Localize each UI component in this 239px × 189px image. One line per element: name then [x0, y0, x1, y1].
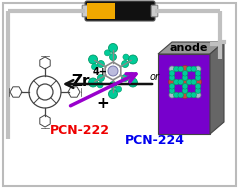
- Polygon shape: [210, 42, 224, 134]
- Circle shape: [109, 81, 116, 88]
- Text: 4+: 4+: [93, 67, 108, 77]
- Circle shape: [169, 88, 175, 94]
- Circle shape: [191, 92, 196, 98]
- Circle shape: [97, 82, 103, 88]
- FancyBboxPatch shape: [85, 1, 155, 21]
- Circle shape: [108, 66, 118, 76]
- Circle shape: [128, 78, 137, 87]
- Circle shape: [109, 53, 116, 60]
- Text: Zr: Zr: [71, 74, 90, 88]
- Circle shape: [129, 72, 135, 78]
- Circle shape: [181, 78, 189, 85]
- Circle shape: [169, 84, 175, 89]
- Circle shape: [169, 66, 175, 72]
- Circle shape: [97, 60, 104, 67]
- Circle shape: [89, 78, 98, 87]
- Circle shape: [178, 92, 184, 98]
- Circle shape: [128, 55, 137, 64]
- Circle shape: [169, 75, 175, 81]
- Circle shape: [97, 74, 104, 81]
- Circle shape: [195, 92, 201, 98]
- Circle shape: [169, 92, 175, 98]
- Circle shape: [186, 92, 192, 98]
- Circle shape: [195, 66, 201, 72]
- FancyBboxPatch shape: [151, 5, 158, 17]
- Circle shape: [123, 54, 129, 60]
- Circle shape: [195, 88, 201, 94]
- Circle shape: [178, 66, 184, 72]
- Circle shape: [178, 79, 184, 85]
- Text: anode: anode: [169, 43, 207, 53]
- Circle shape: [186, 66, 192, 72]
- Circle shape: [104, 50, 110, 56]
- Bar: [158, 54, 210, 134]
- Circle shape: [122, 60, 129, 67]
- Circle shape: [195, 84, 201, 89]
- Circle shape: [186, 79, 192, 85]
- Circle shape: [92, 64, 98, 70]
- Circle shape: [122, 74, 129, 81]
- Circle shape: [174, 92, 179, 98]
- Circle shape: [181, 66, 189, 73]
- Text: +: +: [97, 95, 109, 111]
- Circle shape: [174, 66, 179, 72]
- Circle shape: [89, 55, 98, 64]
- Text: PCN-222: PCN-222: [50, 125, 110, 138]
- Polygon shape: [158, 42, 224, 54]
- Circle shape: [168, 78, 175, 85]
- Circle shape: [191, 79, 196, 85]
- FancyBboxPatch shape: [87, 3, 115, 19]
- Circle shape: [109, 43, 118, 53]
- Circle shape: [195, 70, 201, 76]
- Circle shape: [195, 75, 201, 81]
- Circle shape: [169, 70, 175, 76]
- Circle shape: [116, 86, 122, 92]
- Circle shape: [182, 84, 188, 89]
- Circle shape: [174, 79, 179, 85]
- Circle shape: [195, 78, 201, 85]
- Text: or: or: [150, 72, 160, 82]
- Circle shape: [191, 66, 196, 72]
- Circle shape: [182, 70, 188, 76]
- Circle shape: [181, 91, 189, 98]
- Circle shape: [182, 75, 188, 81]
- Circle shape: [109, 90, 118, 98]
- FancyBboxPatch shape: [82, 5, 89, 17]
- Text: PCN-224: PCN-224: [125, 135, 185, 147]
- Circle shape: [182, 88, 188, 94]
